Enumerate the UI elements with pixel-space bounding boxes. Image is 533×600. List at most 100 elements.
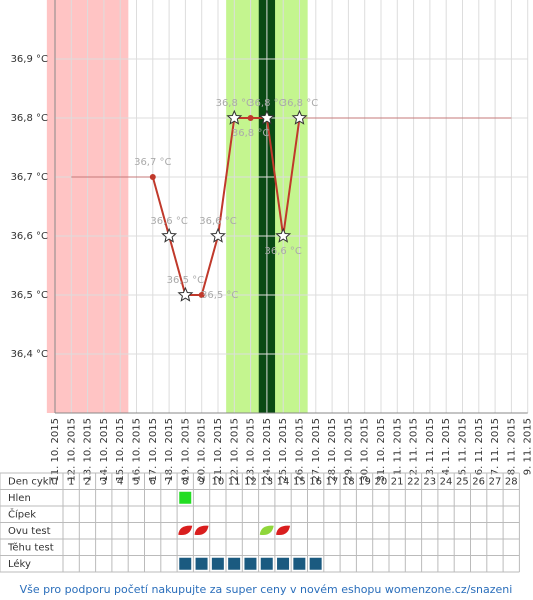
x-tick-label: 19. 10. 2015 (180, 418, 191, 482)
x-tick-label: 11. 10. 2015 (50, 418, 61, 482)
x-tick-label: 4. 11. 2015 (441, 418, 452, 475)
star-marker (275, 227, 292, 243)
row-label: Čípek (8, 507, 36, 520)
data-label: 36,8 °C (232, 128, 269, 139)
point (149, 174, 156, 180)
icon (309, 557, 322, 570)
day-number: 26 (472, 476, 485, 487)
x-tick-label: 22. 10. 2015 (229, 418, 240, 482)
day-number: 11 (228, 476, 241, 487)
x-tick-label: 30. 10. 2015 (360, 418, 371, 482)
row-label: Ovu test (8, 526, 51, 537)
x-tick-label: 13. 10. 2015 (83, 418, 94, 482)
day-number: 3 (101, 476, 107, 487)
x-tick-label: 25. 10. 2015 (278, 418, 289, 482)
x-tick-label: 20. 10. 2015 (197, 418, 208, 482)
day-number: 17 (326, 476, 339, 487)
point (198, 292, 205, 298)
star-marker (226, 109, 243, 125)
day-number: 10 (211, 476, 224, 487)
day-number: 24 (440, 476, 453, 487)
x-tick-label: 27. 10. 2015 (311, 418, 322, 482)
data-label: 36,6 °C (150, 216, 187, 227)
icon (277, 557, 290, 570)
x-tick-label: 23. 10. 2015 (246, 418, 257, 482)
row-label: Hlen (8, 493, 31, 504)
x-tick-label: 12. 10. 2015 (66, 418, 77, 482)
icon (260, 557, 273, 570)
day-number: 23 (423, 476, 436, 487)
table-header: Den cyklu (8, 476, 58, 487)
data-label: 36,6 °C (264, 246, 301, 257)
day-number: 18 (342, 476, 355, 487)
icon (178, 525, 193, 536)
day-number: 13 (260, 476, 273, 487)
star-marker (177, 286, 194, 302)
x-tick-label: 24. 10. 2015 (262, 418, 273, 482)
data-label: 36,8 °C (216, 98, 253, 109)
row-label: Těhu test (7, 541, 54, 553)
y-tick-label: 36,7 °C (11, 172, 48, 183)
x-tick-label: 5. 11. 2015 (458, 418, 469, 475)
day-number: 28 (505, 476, 518, 487)
x-tick-label: 26. 10. 2015 (295, 418, 306, 482)
x-tick-label: 18. 10. 2015 (164, 418, 175, 482)
icon (276, 525, 291, 536)
day-number: 5 (133, 476, 139, 487)
data-label: 36,8 °C (281, 98, 318, 109)
day-number: 27 (489, 476, 502, 487)
day-number: 20 (374, 476, 387, 487)
y-tick-label: 36,8 °C (11, 113, 48, 124)
icon (293, 557, 306, 570)
x-tick-label: 9. 11. 2015 (523, 418, 533, 475)
day-number: 2 (84, 476, 90, 487)
icon (195, 557, 208, 570)
y-tick-label: 36,5 °C (11, 290, 48, 301)
point (247, 115, 254, 121)
x-tick-label: 28. 10. 2015 (327, 418, 338, 482)
footer-link[interactable]: Vše pro podporu početí nakupujte za supe… (20, 583, 513, 596)
data-label: 36,6 °C (199, 216, 236, 227)
star-marker (161, 227, 178, 243)
series-line (151, 117, 301, 296)
day-number: 8 (182, 476, 188, 487)
y-tick-label: 36,4 °C (11, 349, 48, 360)
x-tick-label: 1. 11. 2015 (392, 418, 403, 475)
data-label: 36,8 °C (248, 98, 285, 109)
x-tick-label: 16. 10. 2015 (132, 418, 143, 482)
x-tick-label: 8. 11. 2015 (506, 418, 517, 475)
day-number: 14 (277, 476, 290, 487)
x-tick-label: 14. 10. 2015 (99, 418, 110, 482)
day-number: 15 (293, 476, 306, 487)
x-tick-label: 15. 10. 2015 (115, 418, 126, 482)
x-tick-label: 2. 11. 2015 (409, 418, 420, 475)
day-number: 9 (198, 476, 204, 487)
row-label: Léky (8, 558, 31, 570)
day-number: 7 (166, 476, 172, 487)
icon (244, 557, 257, 570)
data-label: 36,5 °C (201, 290, 238, 301)
x-tick-label: 31. 10. 2015 (376, 418, 387, 482)
x-tick-label: 7. 11. 2015 (490, 418, 501, 475)
icon (194, 525, 209, 536)
day-number: 21 (391, 476, 404, 487)
day-number: 25 (456, 476, 469, 487)
day-number: 6 (149, 476, 155, 487)
y-tick-label: 36,6 °C (11, 231, 48, 242)
x-tick-label: 3. 11. 2015 (425, 418, 436, 475)
data-label: 36,7 °C (134, 157, 171, 168)
x-tick-label: 21. 10. 2015 (213, 418, 224, 482)
day-number: 12 (244, 476, 257, 487)
icon (211, 557, 224, 570)
x-tick-label: 6. 11. 2015 (474, 418, 485, 475)
series-line (71, 117, 512, 178)
x-tick-label: 17. 10. 2015 (148, 418, 159, 482)
star-marker (291, 109, 308, 125)
day-number: 1 (68, 476, 74, 487)
day-number: 16 (309, 476, 322, 487)
icon (179, 491, 192, 504)
icon (259, 525, 274, 536)
day-number: 4 (117, 476, 123, 487)
x-tick-label: 29. 10. 2015 (343, 418, 354, 482)
